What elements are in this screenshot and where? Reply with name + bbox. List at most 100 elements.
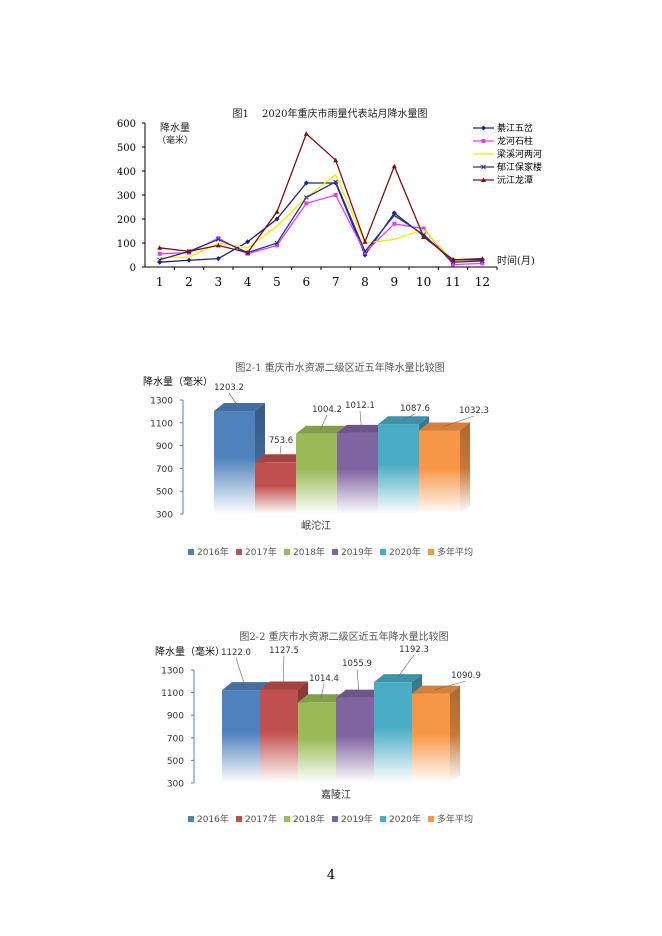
data-point <box>245 250 251 255</box>
legend-label: 沅江龙潭 <box>497 174 533 186</box>
data-point <box>215 242 221 248</box>
data-label: 1087.6 <box>400 404 430 414</box>
chart-title: 图1 2020年重庆市雨量代表站月降水量图 <box>233 107 428 120</box>
legend-item: 多年平均 <box>428 813 473 825</box>
legend-swatch <box>188 549 194 555</box>
legend-label: 2019年 <box>341 546 373 558</box>
legend-item: 2018年 <box>284 813 325 825</box>
y-axis-label: 降水量（毫米） <box>143 375 213 388</box>
data-point <box>186 248 192 254</box>
data-point <box>421 234 427 239</box>
legend-swatch <box>188 816 194 822</box>
legend-label: 2018年 <box>293 813 325 825</box>
bar-front <box>412 693 450 783</box>
legend-item: 綦江五岔 <box>473 122 533 134</box>
data-point <box>333 193 338 197</box>
data-label: 1192.3 <box>399 645 429 655</box>
data-point <box>275 243 279 248</box>
legend-swatch <box>236 816 242 822</box>
data-point <box>392 221 397 226</box>
data-label-leader <box>396 654 415 679</box>
legend-label: 2019年 <box>341 813 373 825</box>
y-tick-label: 1100 <box>161 689 184 699</box>
bar-front <box>374 682 412 783</box>
data-label-leader <box>282 655 285 686</box>
data-label: 753.6 <box>269 436 293 446</box>
series-1 <box>157 180 485 265</box>
bar-6: 1032.3 <box>419 406 489 514</box>
legend-item: 2016年 <box>188 813 229 825</box>
bar-top <box>222 682 270 691</box>
legend-item: 2019年 <box>332 546 373 558</box>
bar-front <box>298 702 336 783</box>
bar-chart-svg: 图2-2 重庆市水资源二级区近五年降水量比较图 降水量（毫米） 300 500 70… <box>155 630 481 825</box>
legend-swatch <box>236 549 242 555</box>
bar-front <box>260 689 298 783</box>
data-label: 1032.3 <box>459 406 489 416</box>
bar-top <box>419 422 470 431</box>
data-point <box>451 262 455 267</box>
data-point <box>362 249 368 254</box>
data-label-leader <box>443 415 475 427</box>
legend-swatch <box>332 549 338 555</box>
data-label: 1004.2 <box>312 405 342 415</box>
legend-marker <box>481 125 486 131</box>
data-point <box>304 201 309 206</box>
x-tick-label: 8 <box>361 275 369 289</box>
bar-front <box>337 432 378 514</box>
series-line <box>159 182 483 263</box>
bar-front <box>336 697 374 783</box>
chart-title: 图2-2 重庆市水资源二级区近五年降水量比较图 <box>239 630 448 643</box>
legend-swatch <box>332 816 338 822</box>
category-label: 嘉陵江 <box>321 788 351 801</box>
x-tick-label: 1 <box>156 275 164 289</box>
y-tick-label: 1100 <box>150 419 173 429</box>
legend-item: 2019年 <box>332 813 373 825</box>
bar-chart-jialingjiang: 图2-2 重庆市水资源二级区近五年降水量比较图 降水量（毫米） 300 500 70… <box>0 625 662 839</box>
legend-swatch <box>380 549 386 555</box>
legend-label: 2017年 <box>245 546 277 558</box>
bar-top <box>336 689 384 698</box>
bar-top <box>374 674 422 683</box>
legend-item: 郁江保家楼 <box>473 161 542 173</box>
y-tick-label: 200 <box>117 215 136 226</box>
bar-top <box>378 416 429 425</box>
y-axis-label: 降水量 <box>160 121 190 134</box>
data-label-leader <box>359 410 362 429</box>
data-point <box>391 163 397 169</box>
data-point <box>450 257 456 262</box>
data-point <box>303 180 309 186</box>
data-point <box>363 250 367 255</box>
bar-top <box>260 681 308 690</box>
bar-front <box>214 411 255 514</box>
data-point <box>421 226 426 231</box>
data-label: 1203.2 <box>214 383 244 393</box>
page-number: 4 <box>326 868 336 883</box>
series-4 <box>157 179 485 265</box>
data-label-leader <box>228 392 239 408</box>
x-tick-label: 12 <box>475 275 490 289</box>
data-label-leader <box>356 668 360 694</box>
line-chart-monthly-precipitation: 图1 2020年重庆市雨量代表站月降水量图 降水量 （毫米） 时间(月) 0 10… <box>0 100 662 304</box>
data-label: 1090.9 <box>451 671 481 681</box>
legend-label: 2020年 <box>389 546 421 558</box>
y-tick-label: 1300 <box>161 667 184 677</box>
data-label-leader <box>320 414 328 430</box>
bar-front <box>419 430 460 514</box>
legend-label: 2016年 <box>197 546 229 558</box>
y-tick-label: 300 <box>156 511 173 521</box>
y-tick-label: 700 <box>167 734 184 744</box>
bar-chart-svg: 图2-1 重庆市水资源二级区近五年降水量比较图 降水量（毫米） 300 500 70… <box>143 361 489 558</box>
x-tick-label: 9 <box>391 275 399 289</box>
bar-side <box>460 422 470 514</box>
legend-item: 沅江龙潭 <box>473 174 533 186</box>
data-point <box>215 237 221 242</box>
legend-label: 2020年 <box>389 813 421 825</box>
data-label-leader <box>235 657 246 687</box>
bar-6: 1090.9 <box>412 671 481 783</box>
data-point <box>362 239 368 244</box>
legend-swatch <box>380 816 386 822</box>
y-tick-label: 500 <box>117 143 136 154</box>
x-tick-label: 7 <box>332 275 340 289</box>
data-point <box>333 179 339 185</box>
